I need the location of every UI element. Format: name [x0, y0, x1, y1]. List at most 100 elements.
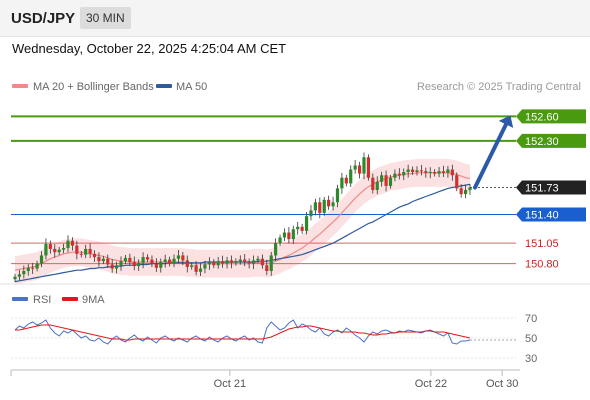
timeframe-button[interactable]: 30 MIN: [80, 7, 131, 29]
bearish-candle: [260, 258, 264, 266]
bearish-candle: [459, 188, 463, 195]
bearish-candle: [110, 264, 114, 269]
bullish-candle: [61, 248, 66, 250]
bearish-candle: [132, 262, 136, 267]
bearish-candle: [128, 257, 132, 262]
bullish-candle: [402, 172, 406, 176]
rsi-legend-swatch: [12, 297, 28, 301]
bullish-candle: [26, 267, 30, 271]
bullish-candle: [349, 169, 353, 184]
bearish-candle: [384, 175, 388, 186]
bullish-candle: [375, 181, 379, 190]
bullish-candle: [362, 157, 366, 174]
bullish-candle: [313, 202, 317, 211]
bollinger-band-area: [15, 158, 470, 285]
research-credit: Research © 2025 Trading Central: [417, 81, 581, 93]
chart-datetime: Wednesday, October 22, 2025 4:25:04 AM C…: [12, 41, 287, 56]
bearish-candle: [145, 257, 150, 260]
bullish-candle: [269, 255, 273, 271]
bearish-candle: [154, 263, 158, 268]
x-axis: Oct 21 Oct 22 Oct 30: [214, 370, 518, 390]
bearish-candle: [344, 177, 348, 184]
bearish-candle: [53, 248, 57, 253]
bullish-candle: [415, 170, 419, 172]
bullish-candle: [35, 263, 39, 269]
ma20-legend-swatch: [12, 84, 28, 88]
bearish-candle: [247, 262, 251, 264]
bearish-candle: [366, 157, 370, 178]
level-tag-151.73: [516, 180, 586, 195]
bullish-candle: [468, 187, 472, 190]
bearish-candle: [75, 245, 79, 254]
bearish-candle: [243, 259, 247, 262]
bullish-candle: [256, 258, 260, 261]
rsi-tick-70: 70: [525, 313, 537, 325]
bullish-candle: [203, 264, 207, 269]
bearish-candle: [265, 265, 269, 271]
bearish-candle: [48, 244, 52, 249]
bearish-candle: [318, 202, 322, 213]
bullish-candle: [225, 260, 229, 264]
symbol-title: USD/JPY: [11, 10, 76, 27]
bearish-candle: [70, 240, 75, 246]
bullish-candle: [198, 268, 203, 272]
bearish-candle: [106, 258, 110, 265]
ma50-legend-label: MA 50: [176, 81, 207, 93]
projection-arrow-head: [498, 115, 514, 128]
rsi-tick-30: 30: [525, 353, 537, 365]
bearish-candle: [168, 259, 172, 264]
bearish-candle: [92, 253, 97, 258]
bullish-candle: [216, 261, 220, 266]
bullish-candle: [251, 260, 256, 264]
rsi-panel: 70 50 30: [11, 313, 537, 365]
bearish-candle: [450, 169, 454, 176]
bullish-candle: [13, 276, 17, 280]
bearish-candle: [397, 173, 401, 176]
bullish-candle: [335, 188, 340, 203]
bullish-candle: [57, 249, 61, 253]
bullish-candle: [172, 258, 176, 264]
bullish-candle: [282, 232, 287, 238]
bullish-candle: [101, 258, 105, 262]
level-label-152.60: 152.60: [525, 111, 559, 123]
rsi-legend-label: RSI: [33, 294, 51, 306]
bullish-candle: [22, 271, 26, 275]
bullish-candle: [428, 172, 432, 173]
bearish-candle: [150, 259, 154, 264]
bearish-candle: [433, 172, 437, 174]
bearish-candle: [424, 171, 428, 173]
ma50-line: [14, 183, 471, 283]
bullish-candle: [163, 259, 167, 262]
bullish-candle: [331, 202, 335, 207]
level-label-150.80: 150.80: [525, 259, 559, 271]
bearish-candle: [31, 267, 35, 269]
bearish-candle: [221, 261, 225, 264]
bullish-candle: [141, 257, 145, 263]
bullish-candle: [123, 257, 128, 262]
main-legend: MA 20 + Bollinger Bands MA 50 Research ©…: [12, 81, 581, 93]
bullish-candle: [137, 262, 141, 267]
candlesticks: [13, 152, 472, 283]
bearish-candle: [287, 232, 291, 240]
rsi-ma-legend-swatch: [62, 297, 78, 301]
bullish-candle: [393, 173, 397, 178]
price-level-labels: 152.60 152.30 151.73 151.40 151.05 150.80: [516, 109, 586, 271]
x-label-Oct 30: Oct 30: [486, 378, 518, 390]
level-tag-151.40: [516, 207, 586, 222]
bullish-candle: [176, 255, 181, 259]
bullish-candle: [234, 261, 238, 263]
bollinger-band: [15, 158, 470, 285]
bearish-candle: [229, 260, 234, 263]
projection-arrow-shaft: [473, 122, 508, 190]
bullish-candle: [190, 265, 194, 267]
bullish-candle: [207, 262, 211, 265]
bearish-candle: [455, 175, 459, 189]
bullish-candle: [159, 262, 163, 268]
ma50-legend-swatch: [156, 84, 172, 88]
bearish-candle: [357, 165, 362, 174]
bearish-candle: [327, 199, 331, 207]
bullish-candle: [119, 261, 123, 266]
bullish-candle: [406, 169, 410, 172]
bullish-candle: [39, 255, 44, 264]
